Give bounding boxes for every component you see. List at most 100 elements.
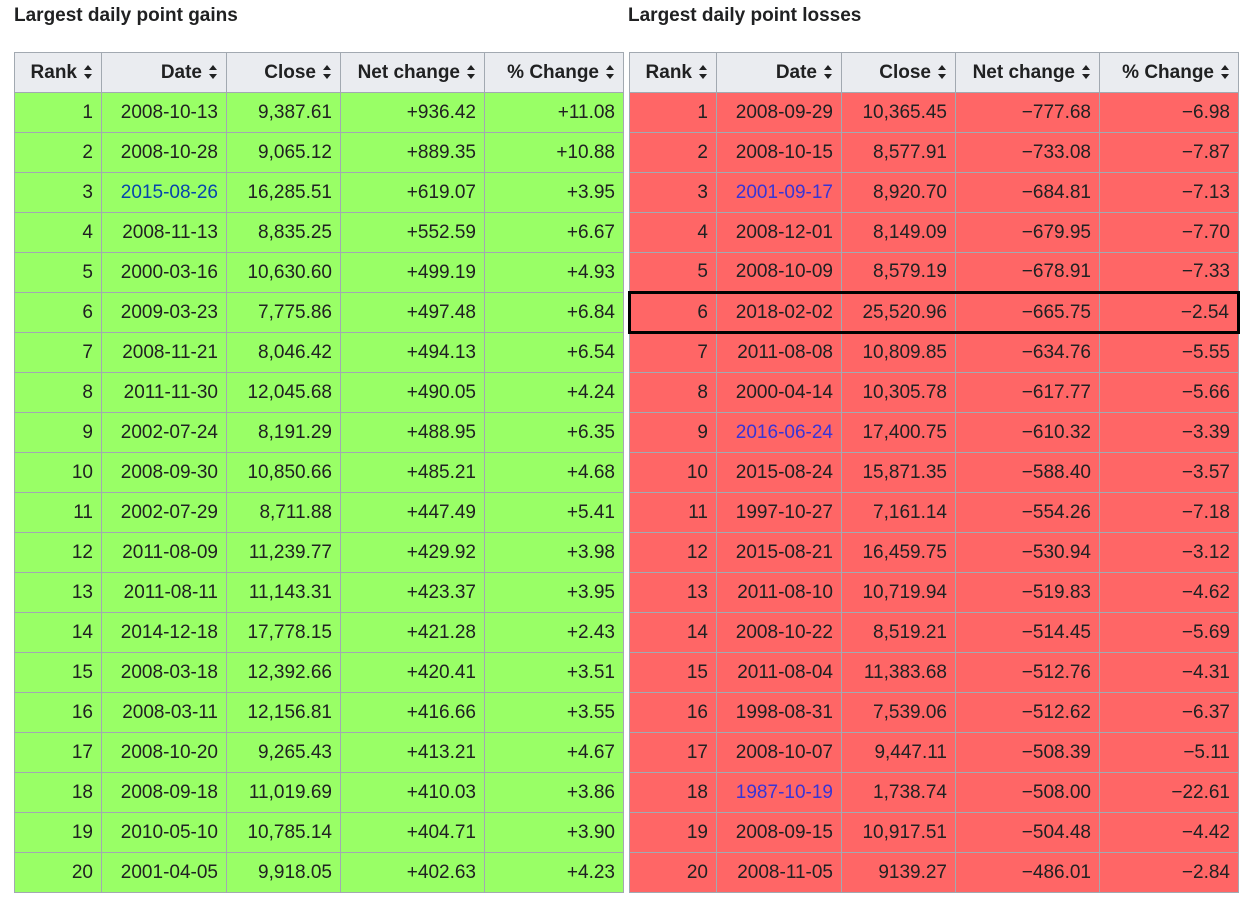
- date-link[interactable]: 2015-08-26: [120, 181, 218, 203]
- table-row: 10 2015-08-24 15,871.35 −588.40 −3.57: [629, 452, 1239, 493]
- date-cell: 2015-08-21: [716, 532, 842, 573]
- sort-icon[interactable]: [467, 64, 476, 79]
- sort-icon[interactable]: [938, 64, 947, 79]
- rank-cell: 19: [14, 812, 102, 853]
- losses-table-body: 1 2008-09-29 10,365.45 −777.68 −6.98 2 2008-10…: [628, 92, 1240, 893]
- table-row: 9 2002-07-24 8,191.29 +488.95 +6.35: [14, 412, 624, 453]
- table-row: 3 2001-09-17 8,920.70 −684.81 −7.13: [629, 172, 1239, 213]
- gains-header-date[interactable]: Date: [101, 52, 227, 93]
- rank-cell: 17: [629, 732, 717, 773]
- date-cell: 2008-10-13: [101, 92, 227, 133]
- gains-header-row: Rank Date Close Net change % Change: [14, 52, 624, 93]
- pct-change-cell: −5.66: [1099, 372, 1239, 413]
- close-cell: 10,785.14: [226, 812, 341, 853]
- close-cell: 9,065.12: [226, 132, 341, 173]
- sort-icon[interactable]: [824, 64, 833, 79]
- rank-cell: 11: [629, 492, 717, 533]
- table-row: 18 2008-09-18 11,019.69 +410.03 +3.86: [14, 772, 624, 813]
- net-change-cell: +497.48: [340, 292, 485, 333]
- sort-icon[interactable]: [606, 64, 615, 79]
- date-cell: 2011-08-10: [716, 572, 842, 613]
- rank-cell: 2: [14, 132, 102, 173]
- rank-cell: 10: [14, 452, 102, 493]
- pct-change-cell: +5.41: [484, 492, 624, 533]
- rank-cell: 9: [629, 412, 717, 453]
- gains-header-pct-change[interactable]: % Change: [484, 52, 624, 93]
- net-change-cell: −508.00: [955, 772, 1100, 813]
- rank-cell: 6: [14, 292, 102, 333]
- rank-cell: 8: [629, 372, 717, 413]
- close-cell: 9139.27: [841, 852, 956, 893]
- sort-icon[interactable]: [84, 64, 93, 79]
- gains-table: Rank Date Close Net change % Change 1 200…: [14, 52, 624, 893]
- table-row: 4 2008-12-01 8,149.09 −679.95 −7.70: [629, 212, 1239, 253]
- date-cell: 2008-09-29: [716, 92, 842, 133]
- date-link[interactable]: 1987-10-19: [735, 781, 833, 803]
- rank-cell: 15: [14, 652, 102, 693]
- close-cell: 8,579.19: [841, 252, 956, 293]
- date-cell: 2011-11-30: [101, 372, 227, 413]
- gains-header-close[interactable]: Close: [226, 52, 341, 93]
- losses-header-pct-change[interactable]: % Change: [1099, 52, 1239, 93]
- losses-header-close[interactable]: Close: [841, 52, 956, 93]
- sort-icon[interactable]: [699, 64, 708, 79]
- pct-change-cell: +3.98: [484, 532, 624, 573]
- close-cell: 10,365.45: [841, 92, 956, 133]
- rank-cell: 13: [14, 572, 102, 613]
- losses-header-date[interactable]: Date: [716, 52, 842, 93]
- pct-change-cell: −6.37: [1099, 692, 1239, 733]
- net-change-cell: +490.05: [340, 372, 485, 413]
- close-cell: 8,149.09: [841, 212, 956, 253]
- table-row: 16 2008-03-11 12,156.81 +416.66 +3.55: [14, 692, 624, 733]
- net-change-cell: −530.94: [955, 532, 1100, 573]
- close-cell: 9,918.05: [226, 852, 341, 893]
- date-link[interactable]: 2001-09-17: [735, 181, 833, 203]
- close-cell: 7,775.86: [226, 292, 341, 333]
- net-change-cell: +420.41: [340, 652, 485, 693]
- rank-cell: 13: [629, 572, 717, 613]
- close-cell: 8,191.29: [226, 412, 341, 453]
- date-cell: 2010-05-10: [101, 812, 227, 853]
- close-cell: 9,447.11: [841, 732, 956, 773]
- table-row: 2 2008-10-15 8,577.91 −733.08 −7.87: [629, 132, 1239, 173]
- sort-icon[interactable]: [1082, 64, 1091, 79]
- close-cell: 8,920.70: [841, 172, 956, 213]
- rank-cell: 20: [629, 852, 717, 893]
- date-cell: 2008-10-09: [716, 252, 842, 293]
- rank-cell: 14: [629, 612, 717, 653]
- close-cell: 12,156.81: [226, 692, 341, 733]
- date-link[interactable]: 2016-06-24: [735, 421, 833, 443]
- close-cell: 17,400.75: [841, 412, 956, 453]
- date-cell: 1987-10-19: [716, 772, 842, 813]
- sort-icon[interactable]: [1221, 64, 1230, 79]
- close-cell: 15,871.35: [841, 452, 956, 493]
- losses-title: Largest daily point losses: [628, 5, 862, 26]
- rank-cell: 10: [629, 452, 717, 493]
- net-change-cell: +494.13: [340, 332, 485, 373]
- sort-icon[interactable]: [323, 64, 332, 79]
- pct-change-cell: −2.54: [1099, 291, 1240, 334]
- close-cell: 12,392.66: [226, 652, 341, 693]
- date-cell: 2008-12-01: [716, 212, 842, 253]
- pct-change-cell: −6.98: [1099, 92, 1239, 133]
- close-cell: 7,539.06: [841, 692, 956, 733]
- gains-header-net-change[interactable]: Net change: [340, 52, 485, 93]
- close-cell: 10,850.66: [226, 452, 341, 493]
- net-change-cell: +404.71: [340, 812, 485, 853]
- losses-header-net-change[interactable]: Net change: [955, 52, 1100, 93]
- net-change-cell: −733.08: [955, 132, 1100, 173]
- pct-change-cell: +3.86: [484, 772, 624, 813]
- gains-header-rank[interactable]: Rank: [14, 52, 102, 93]
- rank-cell: 16: [14, 692, 102, 733]
- sort-icon[interactable]: [209, 64, 218, 79]
- close-cell: 8,835.25: [226, 212, 341, 253]
- table-row: 15 2011-08-04 11,383.68 −512.76 −4.31: [629, 652, 1239, 693]
- close-cell: 10,719.94: [841, 572, 956, 613]
- gains-table-body: 1 2008-10-13 9,387.61 +936.42 +11.08 2 2008-10…: [14, 92, 624, 893]
- net-change-cell: −588.40: [955, 452, 1100, 493]
- pct-change-cell: +4.24: [484, 372, 624, 413]
- losses-header-rank[interactable]: Rank: [629, 52, 717, 93]
- net-change-cell: +488.95: [340, 412, 485, 453]
- rank-cell: 15: [629, 652, 717, 693]
- net-change-cell: −486.01: [955, 852, 1100, 893]
